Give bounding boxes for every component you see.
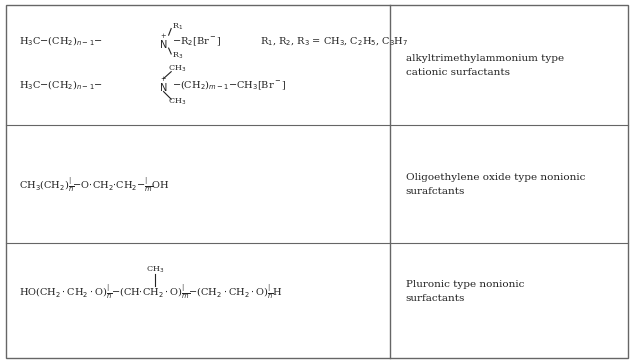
Text: R$_1$, R$_2$, R$_3$ = CH$_3$, C$_2$H$_5$, C$_3$H$_7$: R$_1$, R$_2$, R$_3$ = CH$_3$, C$_2$H$_5$… <box>260 35 408 48</box>
Text: Pluronic type nonionic
surfactants: Pluronic type nonionic surfactants <box>406 280 524 303</box>
Text: alkyltrimethylammonium type
cationic surfactants: alkyltrimethylammonium type cationic sur… <box>406 54 564 77</box>
Text: $-$(CH$_2$)$_{m-1}$$-$CH$_3$[Br$^-$]: $-$(CH$_2$)$_{m-1}$$-$CH$_3$[Br$^-$] <box>172 78 287 92</box>
Text: H$_3$C$-$(CH$_2$)$_{n-1}$$-$: H$_3$C$-$(CH$_2$)$_{n-1}$$-$ <box>19 78 103 92</box>
Text: $\overset{+}{\mathrm{N}}$: $\overset{+}{\mathrm{N}}$ <box>159 76 168 94</box>
Text: CH$_3$(CH$_2$)$_{\overline{n}}^{|}$$-$O$\cdot$CH$_2$$\cdot$CH$_2$$-_{\overline{m: CH$_3$(CH$_2$)$_{\overline{n}}^{|}$$-$O$… <box>19 176 170 194</box>
Text: CH$_3$: CH$_3$ <box>168 63 186 74</box>
Text: Oligoethylene oxide type nonionic
surafctants: Oligoethylene oxide type nonionic surafc… <box>406 173 585 196</box>
Text: $-$R$_2$[Br$^-$]: $-$R$_2$[Br$^-$] <box>172 35 222 48</box>
Text: H$_3$C$-$(CH$_2$)$_{n-1}$$-$: H$_3$C$-$(CH$_2$)$_{n-1}$$-$ <box>19 35 103 49</box>
Text: CH$_3$: CH$_3$ <box>146 264 164 275</box>
Text: HO(CH$_2\cdot$CH$_2\cdot$O)$_{\overline{n}}^{|}$$-$(CH$\cdot$CH$_2\cdot$O)$_{\ov: HO(CH$_2\cdot$CH$_2\cdot$O)$_{\overline{… <box>19 282 282 300</box>
Text: R$_3$: R$_3$ <box>172 51 184 62</box>
Text: $\overset{+}{\mathrm{N}}$: $\overset{+}{\mathrm{N}}$ <box>159 32 168 51</box>
Text: R$_1$: R$_1$ <box>172 21 184 32</box>
Text: CH$_3$: CH$_3$ <box>168 97 186 108</box>
